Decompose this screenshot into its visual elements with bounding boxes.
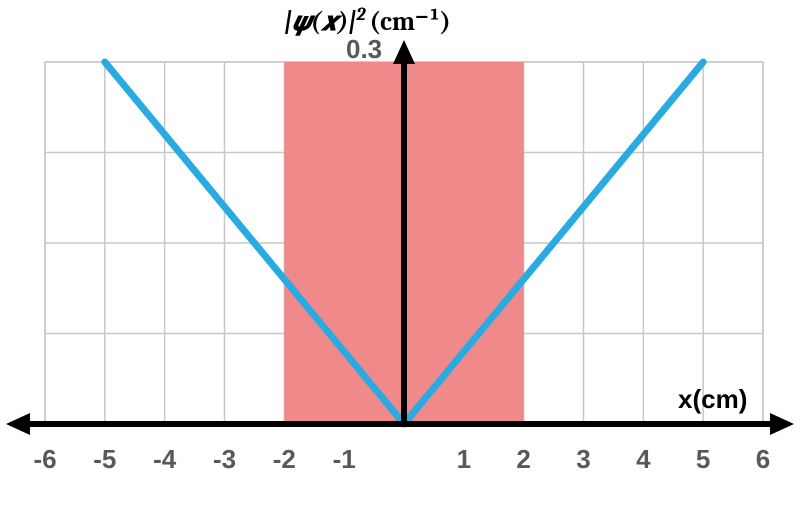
x-tick-label: 4 xyxy=(636,444,651,474)
y-max-label: 0.3 xyxy=(346,34,382,64)
chart-svg: |𝝍(𝒙)|2(cm⁻¹)0.3 x(cm) -6 -5 -4 -3 -2 -1 1 2 3 4 5 6 xyxy=(0,0,800,512)
x-tick-label: -6 xyxy=(33,444,56,474)
x-tick-label: 6 xyxy=(756,444,770,474)
probability-density-chart: |𝝍(𝒙)|2(cm⁻¹)0.3 x(cm) -6 -5 -4 -3 -2 -1 1 2 3 4 5 6 xyxy=(0,0,800,512)
x-tick-label: -2 xyxy=(273,444,296,474)
y-axis-arrow xyxy=(393,40,415,64)
y-axis-label: |𝝍(𝒙)|2(cm⁻¹) xyxy=(284,4,451,38)
x-tick-label: 2 xyxy=(516,444,530,474)
x-axis-arrow-right xyxy=(770,413,794,435)
x-tick-label: -5 xyxy=(93,444,116,474)
x-tick-label: 5 xyxy=(696,444,710,474)
x-axis-label: x(cm) xyxy=(678,384,747,414)
x-tick-label: -4 xyxy=(153,444,177,474)
x-tick-label: 3 xyxy=(576,444,590,474)
x-axis-arrow-left xyxy=(6,413,30,435)
x-tick-label: -3 xyxy=(213,444,236,474)
x-tick-label: -1 xyxy=(333,444,356,474)
x-tick-label: 1 xyxy=(457,444,471,474)
